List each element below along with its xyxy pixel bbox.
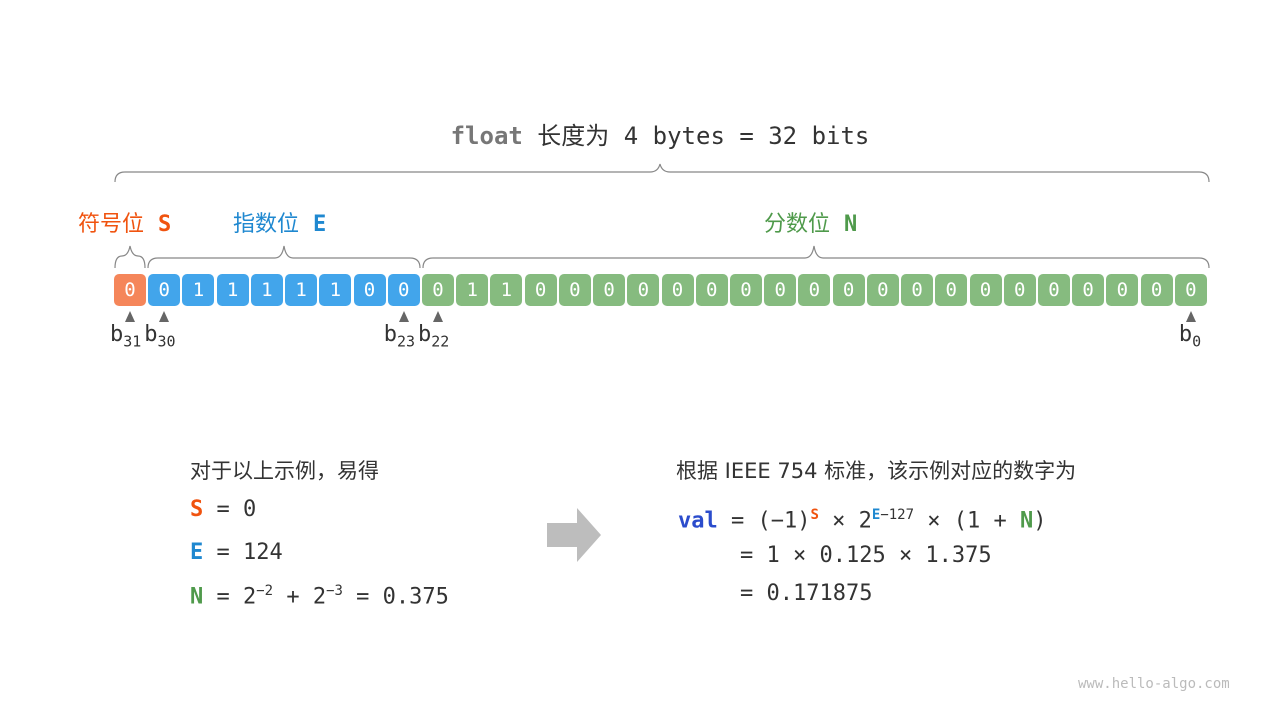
bit-index-label: b0 [1178,322,1202,351]
s-value-line: S = 0 [190,497,257,522]
fraction-label: 分数位 N [764,212,858,237]
fraction-bit-cell: 0 [935,274,968,306]
fraction-bit-cell: 0 [524,274,557,306]
right-arrow-icon [547,508,601,562]
marker-arrow-icon [1185,311,1196,322]
bit-index-label: b31 [110,322,142,351]
exponent-bit-cell: 0 [148,274,181,306]
fraction-bit-cell: 0 [661,274,694,306]
watermark: www.hello-algo.com [1078,676,1230,692]
fraction-bit-cell: 1 [490,274,523,306]
marker-arrow-icon [125,311,135,322]
fraction-bit-cell: 0 [593,274,626,306]
exponent-label: 指数位 E [233,212,327,237]
exponent-brace [147,245,421,269]
sign-bit-cell: 0 [114,274,146,306]
fraction-bit-cell: 0 [695,274,728,306]
n-value-line: N = 2−2 + 2−3 = 0.375 [190,583,449,610]
diagram-title: float 长度为 4 bytes = 32 bits [0,116,1280,151]
exponent-bit-cell: 1 [285,274,318,306]
val-formula-line: val = (−1)S × 2E−127 × (1 + N) [678,507,1047,534]
fraction-bit-cell: 0 [1003,274,1036,306]
fraction-bit-cell: 0 [901,274,934,306]
exponent-bit-cell: 0 [353,274,386,306]
fraction-bit-cell: 1 [456,274,489,306]
bit-index-label: b23 [383,322,416,351]
exponent-bit-cell: 0 [387,274,420,306]
left-heading: 对于以上示例，易得 [190,459,379,483]
exponent-bit-cell: 1 [250,274,283,306]
val-result-line: = 0.171875 [740,581,873,606]
bit-index-label: b22 [417,322,450,351]
total-brace [114,163,1210,183]
e-value-line: E = 124 [190,540,283,565]
bit-index-label: b30 [144,322,176,351]
fraction-bit-cell: 0 [729,274,762,306]
title-text: 长度为 4 bytes = 32 bits [537,122,870,150]
fraction-bit-cell: 0 [558,274,591,306]
marker-arrow-icon [159,311,170,322]
fraction-bit-cell: 0 [1106,274,1139,306]
fraction-brace [422,245,1210,269]
sign-brace [114,245,146,269]
marker-arrow-icon [398,311,409,322]
right-heading: 根据 IEEE 754 标准，该示例对应的数字为 [676,459,1077,483]
fraction-bit-cell: 0 [1037,274,1070,306]
exponent-bit-cell: 1 [182,274,215,306]
fraction-bit-cell: 0 [866,274,899,306]
sign-label: 符号位 S [78,212,172,237]
val-substituted-line: = 1 × 0.125 × 1.375 [740,543,992,568]
fraction-bit-cell: 0 [1140,274,1173,306]
fraction-bit-cell: 0 [764,274,797,306]
title-keyword: float [450,122,523,150]
fraction-bit-cell: 0 [1072,274,1105,306]
exponent-bit-cell: 1 [216,274,249,306]
fraction-bit-cell: 0 [1174,274,1207,306]
exponent-bit-cell: 1 [319,274,352,306]
marker-arrow-icon [432,311,443,322]
fraction-bit-cell: 0 [969,274,1002,306]
fraction-bit-cell: 0 [798,274,831,306]
fraction-bit-cell: 0 [832,274,865,306]
fraction-bit-cell: 0 [627,274,660,306]
fraction-bit-cell: 0 [421,274,454,306]
